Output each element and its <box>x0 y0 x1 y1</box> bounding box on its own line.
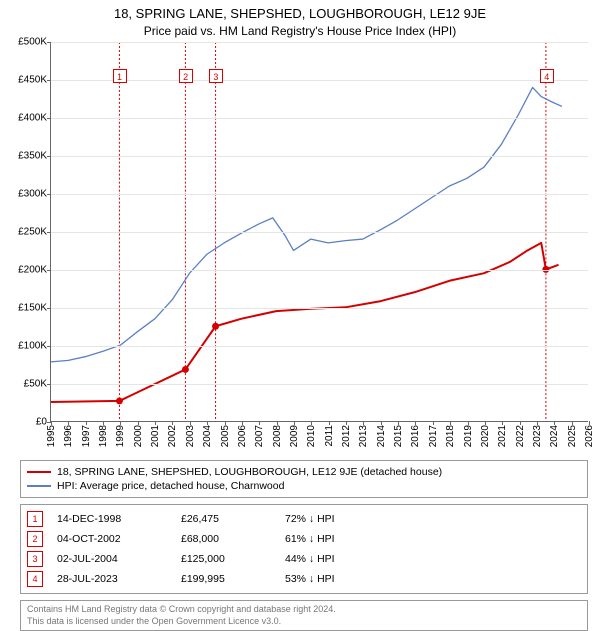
x-axis-label: 2002 <box>167 425 178 447</box>
event-row: 3 02-JUL-2004 £125,000 44% ↓ HPI <box>27 549 581 569</box>
x-axis-label: 1996 <box>63 425 74 447</box>
event-row: 4 28-JUL-2023 £199,995 53% ↓ HPI <box>27 569 581 589</box>
event-price: £68,000 <box>181 533 271 545</box>
x-axis-label: 2007 <box>254 425 265 447</box>
chart-container: 18, SPRING LANE, SHEPSHED, LOUGHBOROUGH,… <box>0 6 600 626</box>
x-axis-label: 2019 <box>463 425 474 447</box>
event-date: 02-JUL-2004 <box>57 553 167 565</box>
y-axis-label: £50K <box>24 379 47 390</box>
gridline <box>51 232 588 233</box>
gridline <box>51 118 588 119</box>
x-axis-label: 2013 <box>358 425 369 447</box>
event-date: 04-OCT-2002 <box>57 533 167 545</box>
y-axis-label: £300K <box>18 189 47 200</box>
x-axis-label: 1995 <box>46 425 57 447</box>
x-axis-label: 2016 <box>410 425 421 447</box>
x-axis-label: 2006 <box>237 425 248 447</box>
x-axis-label: 2020 <box>480 425 491 447</box>
x-axis-label: 2005 <box>220 425 231 447</box>
x-axis-label: 2000 <box>133 425 144 447</box>
event-marker-4: 4 <box>540 69 554 83</box>
event-row: 2 04-OCT-2002 £68,000 61% ↓ HPI <box>27 529 581 549</box>
gridline <box>51 308 588 309</box>
y-axis-label: £200K <box>18 265 47 276</box>
gridline <box>51 270 588 271</box>
events-table: 1 14-DEC-1998 £26,475 72% ↓ HPI 2 04-OCT-2002… <box>20 504 588 594</box>
event-marker-1: 1 <box>113 69 127 83</box>
x-axis-label: 2008 <box>272 425 283 447</box>
x-axis-label: 2004 <box>202 425 213 447</box>
event-number: 1 <box>27 511 43 527</box>
event-delta: 44% ↓ HPI <box>285 553 581 565</box>
gridline <box>51 80 588 81</box>
x-axis-label: 2009 <box>289 425 300 447</box>
chart-title: 18, SPRING LANE, SHEPSHED, LOUGHBOROUGH,… <box>0 6 600 21</box>
x-axis-label: 2012 <box>341 425 352 447</box>
event-marker-3: 3 <box>209 69 223 83</box>
event-price: £125,000 <box>181 553 271 565</box>
legend-item: HPI: Average price, detached house, Char… <box>27 479 581 493</box>
footer-line2: This data is licensed under the Open Gov… <box>27 616 581 628</box>
legend-label: 18, SPRING LANE, SHEPSHED, LOUGHBOROUGH,… <box>57 466 442 478</box>
y-axis-label: £350K <box>18 151 47 162</box>
y-axis-label: £500K <box>18 37 47 48</box>
legend-label: HPI: Average price, detached house, Char… <box>57 480 284 492</box>
chart-plot-area: £0£50K£100K£150K£200K£250K£300K£350K£400… <box>50 42 588 422</box>
event-delta: 72% ↓ HPI <box>285 513 581 525</box>
event-marker-2: 2 <box>179 69 193 83</box>
x-axis-label: 2022 <box>515 425 526 447</box>
x-axis-label: 2010 <box>306 425 317 447</box>
event-delta: 61% ↓ HPI <box>285 533 581 545</box>
y-axis-label: £250K <box>18 227 47 238</box>
event-row: 1 14-DEC-1998 £26,475 72% ↓ HPI <box>27 509 581 529</box>
legend-swatch <box>27 471 51 473</box>
gridline <box>51 346 588 347</box>
gridline <box>51 42 588 43</box>
x-axis-label: 2017 <box>428 425 439 447</box>
x-axis-label: 2018 <box>445 425 456 447</box>
event-number: 3 <box>27 551 43 567</box>
event-number: 4 <box>27 571 43 587</box>
legend-swatch <box>27 485 51 486</box>
x-axis-label: 2014 <box>376 425 387 447</box>
gridline <box>51 384 588 385</box>
event-price: £199,995 <box>181 573 271 585</box>
y-axis-label: £450K <box>18 75 47 86</box>
x-axis-label: 1997 <box>81 425 92 447</box>
x-axis-label: 2001 <box>150 425 161 447</box>
event-price: £26,475 <box>181 513 271 525</box>
gridline <box>51 194 588 195</box>
event-delta: 53% ↓ HPI <box>285 573 581 585</box>
y-axis-label: £150K <box>18 303 47 314</box>
x-axis-label: 2021 <box>497 425 508 447</box>
legend-box: 18, SPRING LANE, SHEPSHED, LOUGHBOROUGH,… <box>20 460 588 498</box>
x-axis-label: 2023 <box>532 425 543 447</box>
x-axis-label: 2025 <box>567 425 578 447</box>
x-axis-label: 1999 <box>115 425 126 447</box>
y-axis-label: £400K <box>18 113 47 124</box>
event-date: 28-JUL-2023 <box>57 573 167 585</box>
event-date: 14-DEC-1998 <box>57 513 167 525</box>
y-axis-label: £100K <box>18 341 47 352</box>
x-axis-label: 1998 <box>98 425 109 447</box>
x-axis-label: 2026 <box>584 425 595 447</box>
footer-attribution: Contains HM Land Registry data © Crown c… <box>20 600 588 631</box>
chart-subtitle: Price paid vs. HM Land Registry's House … <box>0 24 600 38</box>
footer-line1: Contains HM Land Registry data © Crown c… <box>27 604 581 616</box>
x-axis-label: 2003 <box>185 425 196 447</box>
gridline <box>51 156 588 157</box>
event-number: 2 <box>27 531 43 547</box>
x-axis-label: 2015 <box>393 425 404 447</box>
x-axis-label: 2011 <box>324 425 335 447</box>
x-axis-label: 2024 <box>549 425 560 447</box>
legend-item: 18, SPRING LANE, SHEPSHED, LOUGHBOROUGH,… <box>27 465 581 479</box>
